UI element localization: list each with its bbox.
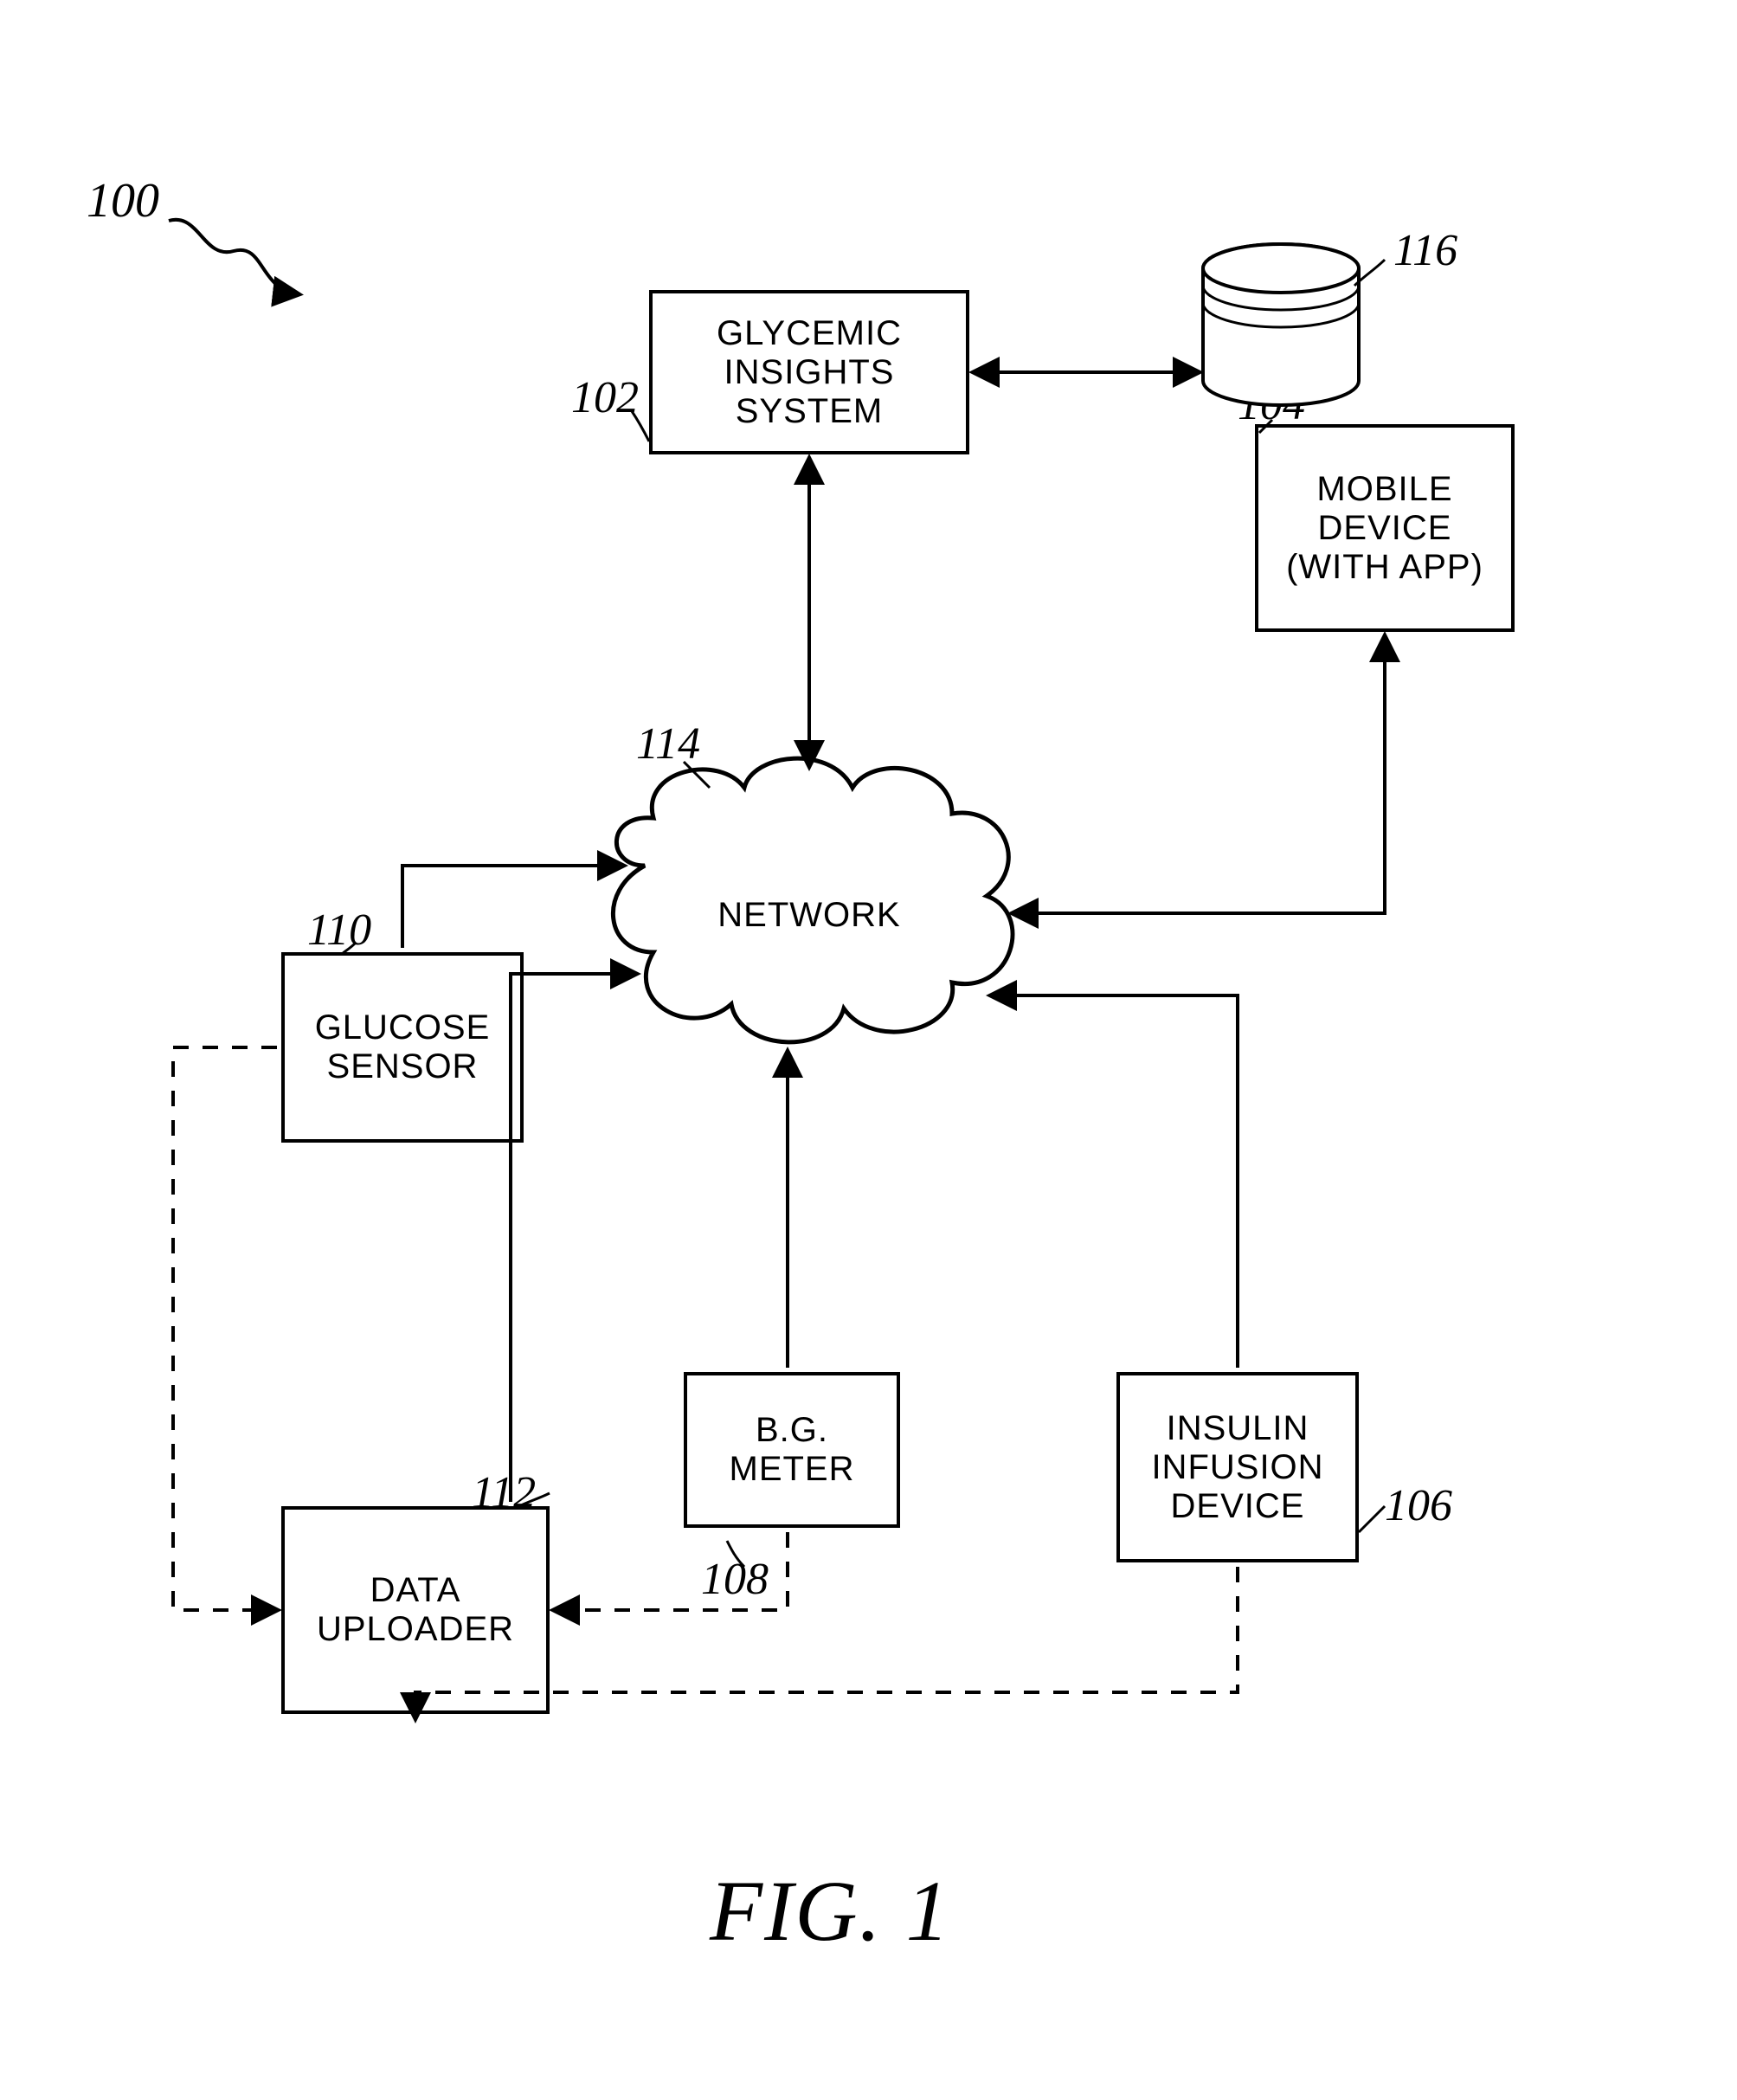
box-label: GLYCEMICINSIGHTSSYSTEM	[717, 314, 902, 431]
box-label: B.G.METER	[730, 1411, 855, 1489]
ref-110: 110	[307, 905, 371, 956]
ref-102: 102	[571, 372, 639, 423]
box-label: INSULININFUSIONDEVICE	[1151, 1409, 1323, 1526]
diagram-canvas: GLYCEMICINSIGHTSSYSTEM 102 MOBILEDEVICE(…	[0, 0, 1737, 2100]
ref-100: 100	[87, 173, 159, 229]
edge-mobile-cloud	[1013, 636, 1385, 913]
ref-114: 114	[636, 718, 700, 770]
box-mobile-device: MOBILEDEVICE(WITH APP)	[1255, 424, 1515, 632]
figure-caption: FIG. 1	[710, 1861, 951, 1961]
ref-108: 108	[701, 1554, 769, 1605]
box-label: GLUCOSESENSOR	[315, 1008, 491, 1086]
ref-104: 104	[1238, 379, 1305, 430]
box-insulin-infusion: INSULININFUSIONDEVICE	[1116, 1372, 1359, 1562]
ref-106: 106	[1385, 1480, 1452, 1531]
box-bg-meter: B.G.METER	[684, 1372, 900, 1528]
box-glycemic-insights: GLYCEMICINSIGHTSSYSTEM	[649, 290, 969, 454]
cloud-label: NETWORK	[717, 896, 900, 934]
network-cloud-icon: NETWORK	[613, 758, 1013, 1042]
box-data-uploader: DATAUPLOADER	[281, 1506, 550, 1714]
system-ref-arrow	[169, 220, 299, 294]
box-glucose-sensor: GLUCOSESENSOR	[281, 952, 524, 1143]
ref-112: 112	[472, 1467, 536, 1518]
box-label: DATAUPLOADER	[317, 1571, 514, 1649]
edge-glucose-uploader-dashed	[173, 1047, 277, 1610]
ref-116: 116	[1393, 225, 1457, 276]
box-label: MOBILEDEVICE(WITH APP)	[1286, 470, 1483, 587]
edge-glucose-cloud	[402, 866, 623, 948]
edge-uploader-cloud	[511, 974, 636, 1502]
edge-insulin-cloud	[991, 995, 1238, 1368]
